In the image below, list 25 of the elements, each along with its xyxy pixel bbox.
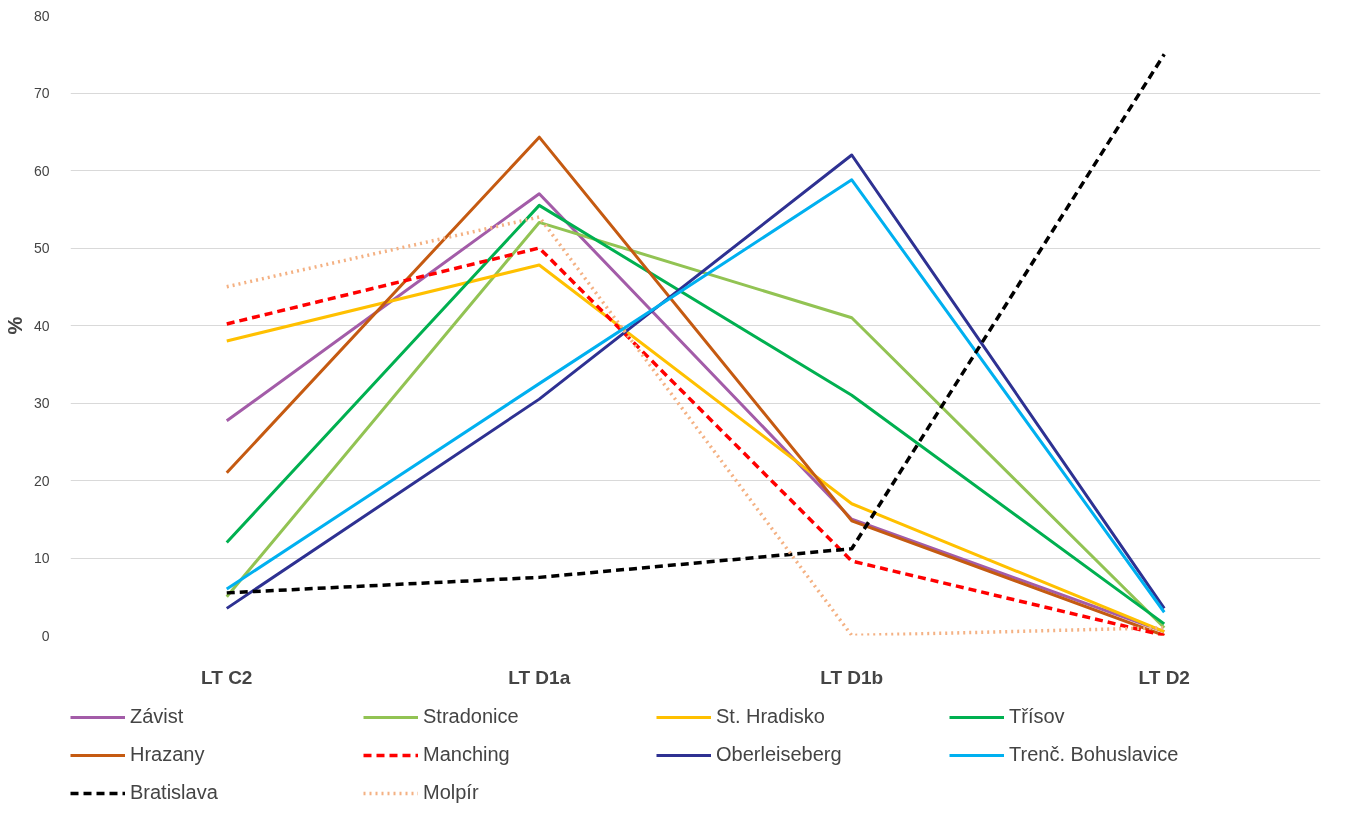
- y-tick-label: 60: [33, 162, 50, 179]
- y-tick-label: 20: [33, 472, 50, 489]
- y-tick-label: 80: [33, 7, 50, 24]
- y-axis-title: %: [3, 316, 26, 335]
- x-tick-label: LT C2: [201, 666, 253, 688]
- legend-label: Závist: [130, 705, 185, 728]
- legend-label: Molpír: [423, 781, 480, 804]
- legend-label: Oberleiseberg: [716, 743, 843, 766]
- legend-label: Hrazany: [130, 743, 206, 766]
- legend-label: St. Hradisko: [716, 705, 826, 728]
- y-tick-label: 50: [33, 240, 50, 256]
- legend-label: Trenč. Bohuslavice: [1009, 743, 1180, 766]
- legend-label: Manching: [423, 743, 511, 766]
- x-tick-label: LT D1a: [508, 666, 571, 688]
- y-tick-label: 70: [33, 85, 50, 101]
- x-tick-label: LT D2: [1138, 666, 1190, 688]
- legend-label: Bratislava: [130, 781, 219, 804]
- legend-label: Stradonice: [423, 705, 520, 728]
- y-tick-label: 30: [33, 395, 50, 411]
- y-tick-label: 40: [33, 317, 50, 334]
- legend-label: Třísov: [1009, 705, 1066, 728]
- y-tick-label: 10: [33, 550, 50, 566]
- y-tick-label: 0: [41, 627, 50, 644]
- line-series: [225, 52, 1166, 595]
- x-tick-label: LT D1b: [820, 666, 884, 688]
